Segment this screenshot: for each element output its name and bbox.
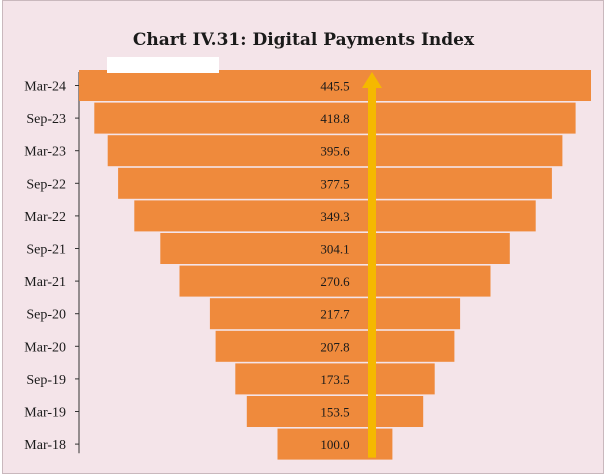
bar-sep-22	[118, 167, 552, 199]
bar-mar-22	[134, 200, 536, 232]
y-tick-label: Mar-22	[24, 210, 66, 225]
bar-mar-24	[79, 70, 591, 101]
y-tick-label: Mar-23	[24, 145, 66, 160]
data-label: 395.6	[320, 144, 350, 159]
growth-arrow-head	[362, 72, 382, 88]
bar-sep-21	[160, 233, 510, 264]
y-tick-label: Mar-20	[24, 340, 66, 355]
data-label: 418.8	[320, 111, 349, 126]
y-tick-label: Sep-22	[26, 177, 66, 192]
data-label: 304.1	[320, 242, 349, 257]
y-tick-label: Sep-23	[26, 112, 66, 127]
label-mask	[107, 57, 219, 73]
data-label: 173.5	[320, 372, 349, 387]
data-label: 377.5	[320, 176, 349, 191]
bar-sep-19	[235, 363, 435, 395]
y-tick-label: Mar-21	[24, 275, 66, 290]
data-label: 207.8	[320, 339, 349, 354]
y-tick-label: Mar-24	[24, 80, 66, 95]
data-label: 153.5	[320, 405, 349, 420]
bar-mar-20	[215, 330, 455, 362]
y-tick-label: Sep-19	[26, 373, 66, 388]
bar-mar-21	[179, 265, 491, 297]
y-tick-label: Mar-18	[24, 438, 66, 453]
bar-sep-20	[209, 298, 461, 330]
bar-mar-19	[246, 396, 424, 427]
data-label: 270.6	[320, 274, 350, 289]
bar-mar-23	[107, 135, 563, 167]
data-label: 100.0	[320, 437, 349, 452]
bar-sep-23	[94, 102, 576, 134]
y-tick-label: Sep-20	[26, 308, 66, 323]
chart-title: Chart IV.31: Digital Payments Index	[132, 30, 475, 50]
y-tick-label: Mar-19	[24, 406, 66, 421]
y-tick-label: Sep-21	[26, 243, 66, 258]
data-label: 349.3	[320, 209, 349, 224]
data-label: 217.7	[320, 307, 350, 322]
data-label: 445.5	[320, 79, 349, 94]
